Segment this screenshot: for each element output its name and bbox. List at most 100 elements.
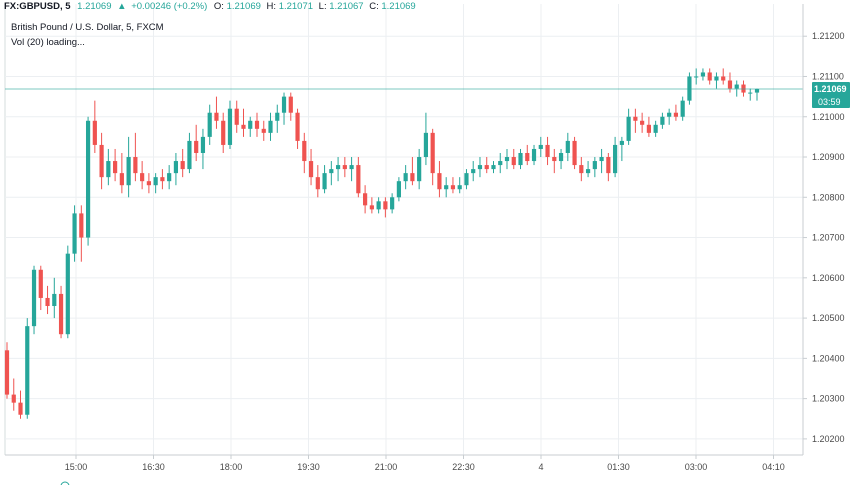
candle[interactable] [92, 100, 97, 153]
candle[interactable] [322, 165, 327, 194]
candle[interactable] [126, 136, 131, 198]
candle[interactable] [11, 378, 16, 411]
candle[interactable] [65, 245, 70, 339]
candle[interactable] [511, 148, 516, 170]
candle[interactable] [619, 136, 624, 162]
candle[interactable] [356, 157, 361, 198]
candle[interactable] [498, 152, 503, 174]
candle[interactable] [396, 177, 401, 202]
candle[interactable] [504, 148, 510, 170]
price-axis[interactable]: 1.21200 1.21100 1.21000 1.20900 1.20800 1.207… [802, 4, 845, 455]
candle[interactable] [680, 96, 685, 121]
candle[interactable] [653, 120, 658, 137]
candle[interactable] [261, 120, 266, 141]
candle[interactable] [694, 68, 699, 85]
candle[interactable] [248, 116, 253, 137]
candle[interactable] [288, 92, 293, 121]
candle[interactable] [592, 157, 597, 178]
candle[interactable] [187, 132, 192, 174]
candle[interactable] [38, 265, 43, 311]
candle[interactable] [538, 136, 543, 158]
candle[interactable] [234, 100, 239, 133]
candle[interactable] [173, 152, 179, 186]
scroll-indicator-icon[interactable] [60, 481, 70, 485]
candle[interactable] [430, 128, 435, 186]
candle[interactable] [275, 104, 280, 133]
candle[interactable] [599, 148, 604, 174]
candle[interactable] [79, 205, 84, 262]
candle[interactable] [18, 390, 23, 419]
candle[interactable] [585, 161, 591, 178]
candle[interactable] [707, 68, 712, 85]
candle[interactable] [113, 148, 118, 182]
candle[interactable] [403, 165, 408, 190]
candle[interactable] [72, 205, 77, 262]
candle[interactable] [660, 112, 665, 129]
candle[interactable] [221, 112, 226, 153]
candle[interactable] [673, 104, 679, 121]
candle[interactable] [572, 136, 577, 170]
candle[interactable] [633, 108, 638, 133]
candle[interactable] [45, 285, 50, 315]
candle[interactable] [85, 116, 91, 246]
candle[interactable] [349, 157, 354, 182]
candle[interactable] [99, 132, 104, 190]
candle[interactable] [558, 148, 564, 170]
candle[interactable] [335, 157, 341, 182]
candle[interactable] [376, 197, 381, 214]
candle[interactable] [140, 161, 145, 190]
candle[interactable] [207, 104, 212, 145]
candle[interactable] [227, 100, 233, 149]
candle[interactable] [410, 157, 415, 186]
candle[interactable] [565, 132, 570, 162]
candle[interactable] [383, 197, 388, 218]
candle[interactable] [754, 88, 760, 101]
candle[interactable] [748, 88, 753, 101]
candle[interactable] [119, 152, 124, 194]
candle[interactable] [721, 68, 726, 85]
candle[interactable] [646, 116, 651, 137]
candle[interactable] [390, 193, 395, 214]
candle[interactable] [491, 161, 496, 174]
candle[interactable] [241, 108, 246, 137]
candle[interactable] [579, 157, 584, 182]
candle[interactable] [457, 177, 462, 194]
candle[interactable] [444, 177, 449, 198]
candle[interactable] [200, 128, 206, 170]
time-axis[interactable]: 15:00 16:30 18:00 19:30 21:00 22:30 4 01:30 03:0… [5, 454, 803, 472]
candle[interactable] [281, 92, 287, 125]
candle[interactable] [308, 148, 314, 186]
candle[interactable] [146, 173, 151, 194]
candle[interactable] [268, 112, 273, 141]
candle[interactable] [437, 161, 442, 198]
candle[interactable] [484, 157, 489, 174]
candle[interactable] [180, 148, 185, 178]
candle[interactable] [471, 161, 476, 182]
candle[interactable] [626, 108, 631, 145]
candle[interactable] [342, 157, 347, 178]
candle[interactable] [194, 124, 199, 162]
candle[interactable] [52, 277, 57, 319]
candle[interactable] [4, 342, 10, 399]
candle[interactable] [640, 112, 645, 133]
candle[interactable] [477, 157, 483, 178]
candle[interactable] [700, 68, 706, 81]
candle[interactable] [302, 132, 307, 174]
candle[interactable] [25, 318, 30, 419]
candle[interactable] [417, 148, 422, 190]
candles[interactable] [4, 68, 760, 419]
candle[interactable] [133, 132, 138, 182]
candle[interactable] [525, 144, 530, 166]
candle[interactable] [329, 161, 334, 186]
candle[interactable] [295, 108, 300, 149]
candle[interactable] [363, 185, 368, 214]
candle[interactable] [613, 136, 618, 178]
candle[interactable] [518, 148, 523, 170]
candle[interactable] [545, 136, 550, 166]
candle[interactable] [606, 152, 611, 182]
candle[interactable] [531, 144, 537, 166]
candle[interactable] [214, 96, 219, 129]
candle[interactable] [106, 148, 111, 186]
candle[interactable] [464, 169, 469, 190]
